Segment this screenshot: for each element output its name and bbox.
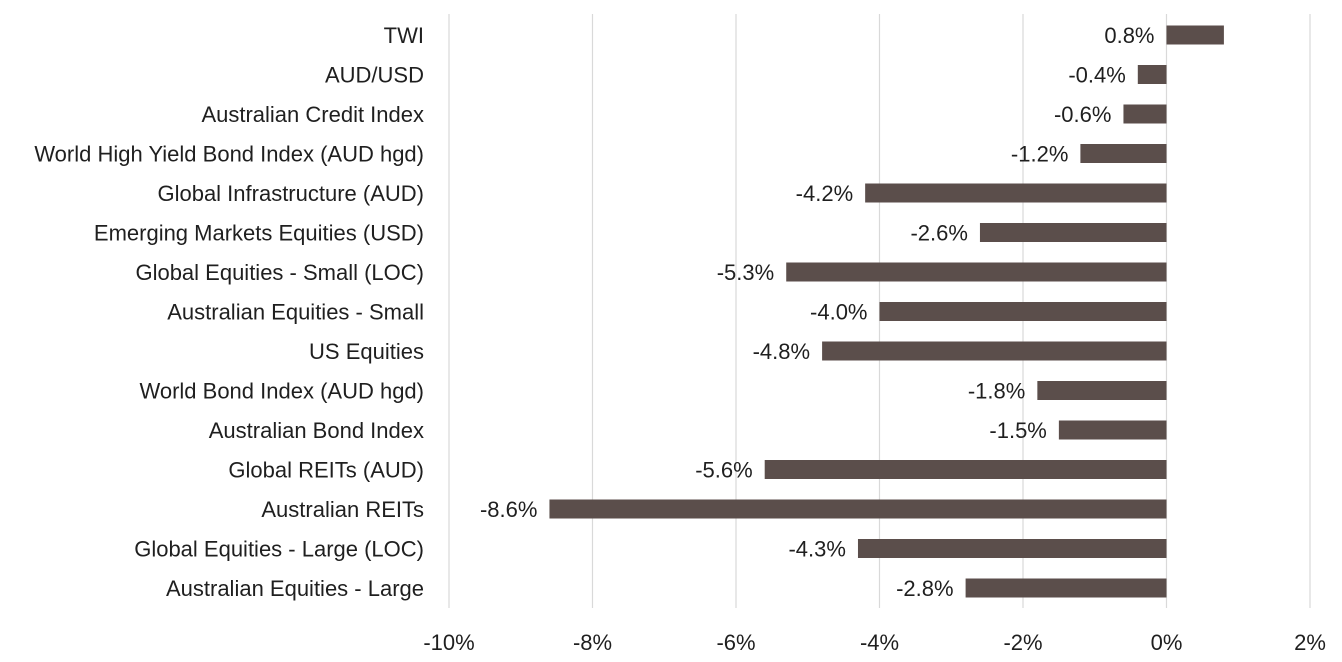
category-label: Australian Bond Index [209,418,424,443]
data-label: -4.8% [753,339,810,364]
category-label: World Bond Index (AUD hgd) [139,379,424,404]
bar [1058,420,1167,440]
bar [979,223,1167,242]
bar [764,460,1167,479]
data-label: 0.8% [1104,23,1154,48]
x-tick-label: 0% [1151,630,1183,655]
x-tick-label: 2% [1294,630,1326,655]
data-label: -5.6% [695,458,752,483]
data-label: -8.6% [480,497,537,522]
bar [1080,144,1167,163]
bar [1137,65,1167,84]
bar [549,499,1167,519]
bar [1037,381,1167,400]
bar [865,183,1167,203]
category-label: AUD/USD [325,63,424,88]
data-label: -0.4% [1068,63,1125,88]
bar [1123,104,1167,124]
x-tick-label: -2% [1003,630,1042,655]
data-labels: 0.8%-0.4%-0.6%-1.2%-4.2%-2.6%-5.3%-4.0%-… [480,23,1155,601]
category-label: Global Equities - Small (LOC) [135,260,424,285]
data-label: -2.6% [910,221,967,246]
category-label: World High Yield Bond Index (AUD hgd) [34,142,424,167]
x-tick-label: -8% [573,630,612,655]
category-labels: TWI AUD/USD Australian Credit Index World H… [34,23,424,601]
bars [549,25,1224,598]
data-label: -2.8% [896,576,953,601]
category-label: Global REITs (AUD) [228,458,424,483]
data-label: -4.2% [796,181,853,206]
category-label: Australian Credit Index [201,102,424,127]
data-label: -1.8% [968,379,1025,404]
data-label: -5.3% [717,260,774,285]
bar [965,578,1167,598]
bar [1166,25,1224,45]
x-tick-label: -6% [716,630,755,655]
category-label: TWI [384,23,424,48]
data-label: -1.5% [989,418,1046,443]
category-label: Emerging Markets Equities (USD) [94,221,424,246]
category-label: Australian REITs [261,497,424,522]
data-label: -0.6% [1054,102,1111,127]
bar [786,262,1167,282]
data-label: -4.3% [788,537,845,562]
category-label: Australian Equities - Small [167,300,424,325]
bar [857,539,1167,558]
data-label: -4.0% [810,300,867,325]
bar [879,302,1167,321]
x-tick-label: -4% [860,630,899,655]
category-label: Global Equities - Large (LOC) [134,537,424,562]
category-label: Australian Equities - Large [166,576,424,601]
category-label: US Equities [309,339,424,364]
bar [822,341,1167,361]
x-tick-label: -10% [423,630,474,655]
category-label: Global Infrastructure (AUD) [157,181,424,206]
data-label: -1.2% [1011,142,1068,167]
x-axis-tick-labels: -10% -8% -6% -4% -2% 0% 2% [423,630,1326,655]
